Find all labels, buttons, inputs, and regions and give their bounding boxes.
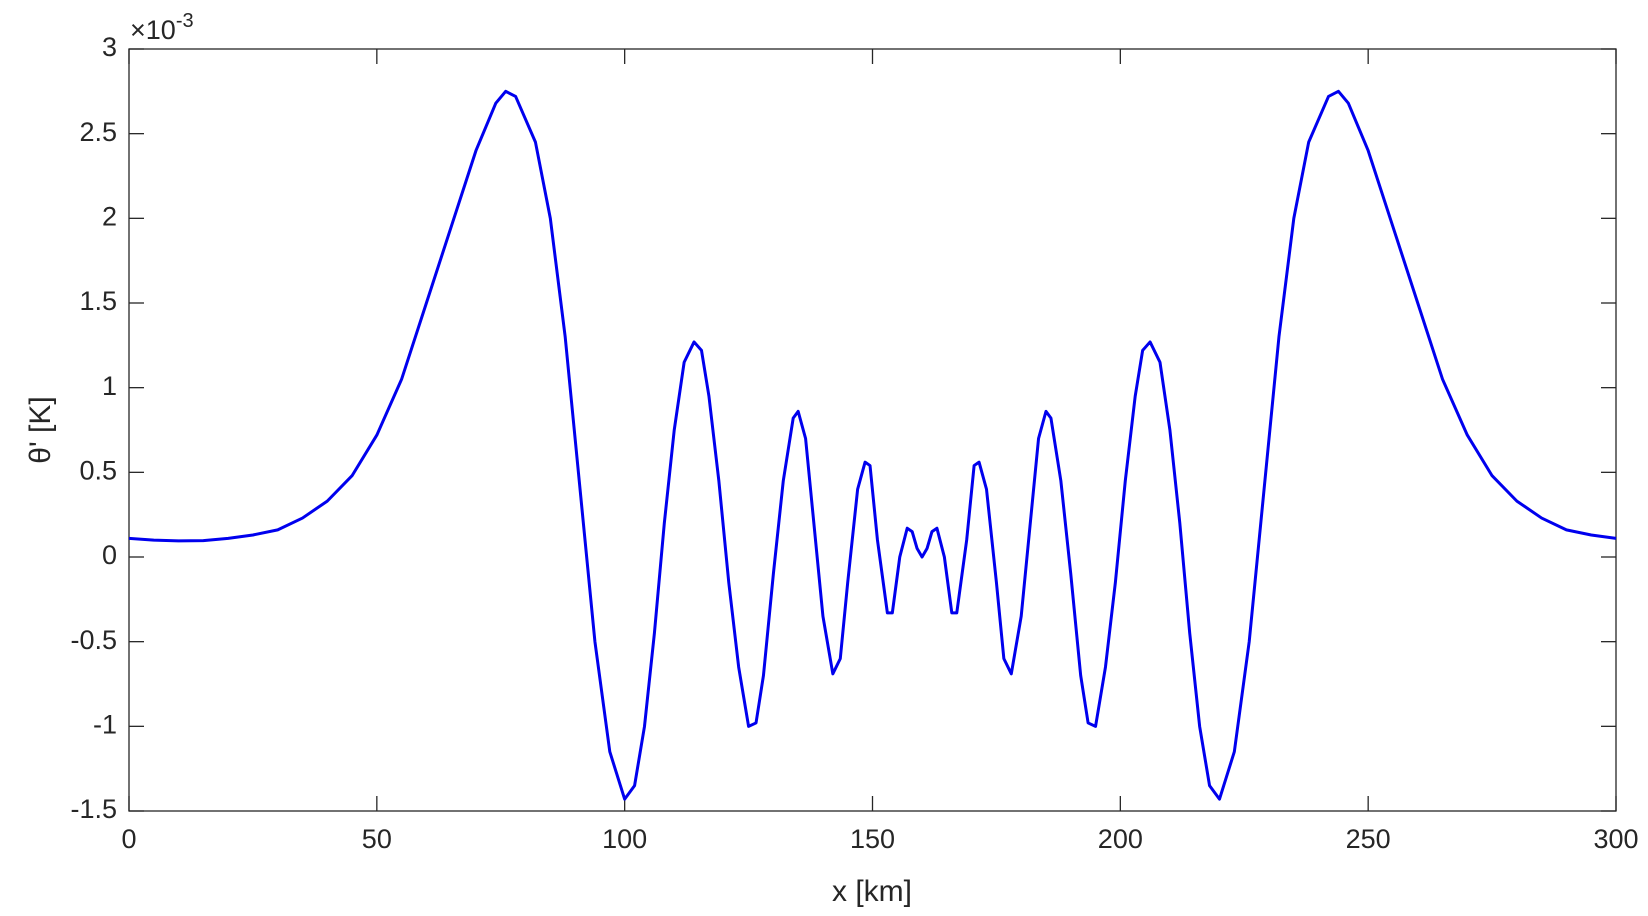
exponent-power: -3 bbox=[176, 10, 194, 32]
y-tick-label: 0.5 bbox=[79, 455, 117, 485]
y-tick-label: 1 bbox=[102, 371, 117, 401]
y-tick-label: 2 bbox=[102, 201, 117, 231]
y-axis-label: θ' [K] bbox=[24, 396, 57, 463]
y-tick-label: -0.5 bbox=[70, 625, 117, 655]
x-tick-label: 100 bbox=[602, 824, 647, 854]
y-tick-label: 3 bbox=[102, 32, 117, 62]
exponent-label: ×10-3 bbox=[130, 10, 194, 45]
y-tick-label: -1.5 bbox=[70, 794, 117, 824]
data-line bbox=[128, 89, 1617, 801]
x-tick-label: 200 bbox=[1098, 824, 1143, 854]
x-axis-label: x [km] bbox=[832, 875, 912, 908]
y-tick-label: 1.5 bbox=[79, 286, 117, 316]
x-tick-label: 150 bbox=[850, 824, 895, 854]
y-tick-label: 0 bbox=[102, 540, 117, 570]
y-tick-label: 2.5 bbox=[79, 117, 117, 147]
x-tick-label: 250 bbox=[1346, 824, 1391, 854]
axes-box bbox=[128, 48, 1617, 812]
x-tick-label: 0 bbox=[121, 824, 136, 854]
x-tick-label: 50 bbox=[362, 824, 392, 854]
y-tick-label: -1 bbox=[93, 709, 117, 739]
exponent-base: ×10 bbox=[130, 15, 176, 45]
x-tick-label: 300 bbox=[1593, 824, 1638, 854]
